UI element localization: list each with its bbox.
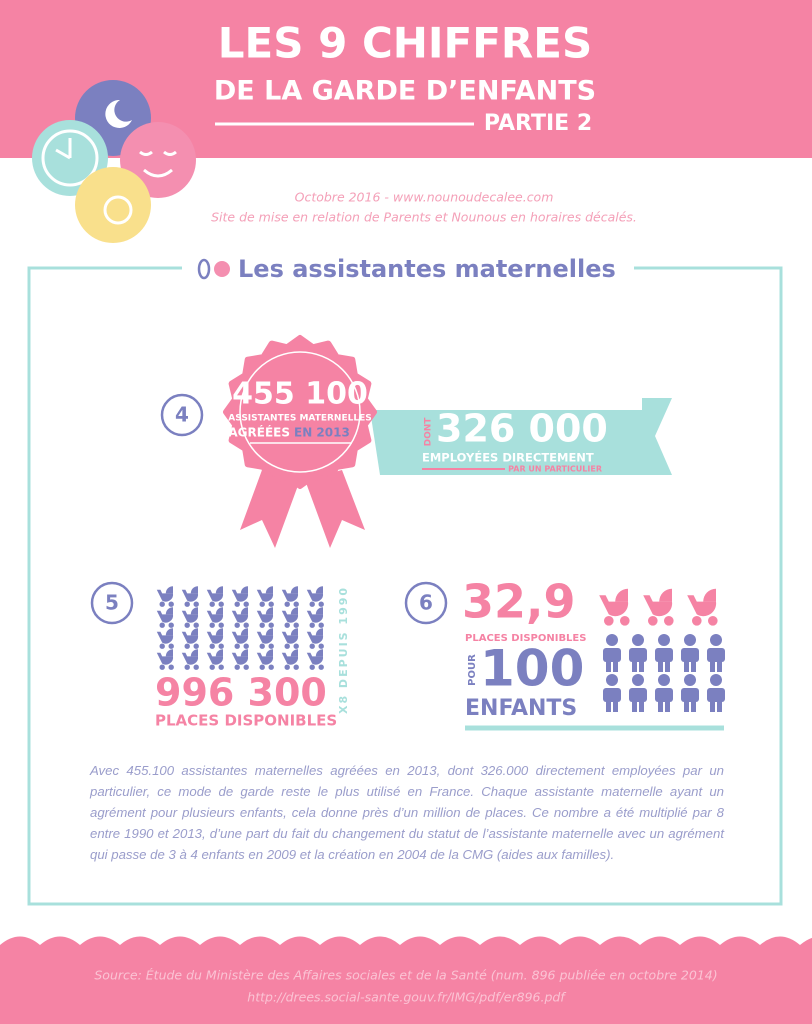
title-line2: DE LA GARDE D’ENFANTS xyxy=(214,76,596,107)
person-icon xyxy=(707,634,725,672)
person-icon xyxy=(629,674,647,712)
stroller-icon xyxy=(306,607,324,628)
ribbon-line1: EMPLOYÉES DIRECTEMENT xyxy=(422,450,594,465)
fact6-per: 100 xyxy=(480,640,584,698)
stroller-icon xyxy=(156,628,174,649)
stroller-row xyxy=(599,588,718,626)
footer-url: http://drees.social-sante.gouv.fr/IMG/pd… xyxy=(247,990,566,1005)
stroller-icon xyxy=(156,607,174,628)
rosette xyxy=(223,335,377,489)
title-part: PARTIE 2 xyxy=(484,111,592,136)
fact5-label: PLACES DISPONIBLES xyxy=(155,712,337,730)
fact4-year: EN 2013 xyxy=(294,426,350,440)
stroller-icon xyxy=(281,628,299,649)
stroller-icon xyxy=(281,649,299,670)
stroller-icon xyxy=(306,649,324,670)
stroller-icon xyxy=(306,586,324,607)
stroller-icon xyxy=(231,628,249,649)
fact4-line: ASSISTANTES MATERNELLES xyxy=(228,414,371,424)
people-grid xyxy=(603,634,725,712)
rosette-tail xyxy=(240,470,300,548)
stroller-icon xyxy=(231,607,249,628)
body-paragraph: Avec 455.100 assistantes maternelles agr… xyxy=(90,763,724,862)
stroller-icon xyxy=(206,607,224,628)
fact4-agreed: AGRÉÉES xyxy=(228,425,290,440)
fact5-side: X8 DEPUIS 1990 xyxy=(337,586,350,714)
fact6-who: ENFANTS xyxy=(465,696,577,721)
stroller-icon xyxy=(206,586,224,607)
ribbon-number: 326 000 xyxy=(436,407,608,451)
person-icon xyxy=(707,674,725,712)
stroller-icon xyxy=(156,649,174,670)
rosette-tail xyxy=(305,470,365,548)
fact5-value: 996 300 xyxy=(155,671,327,715)
fact-number-badge xyxy=(160,393,204,437)
ribbon-prefix: DONT xyxy=(424,417,434,447)
stroller-icon xyxy=(256,628,274,649)
footer-source: Source: Étude du Ministère des Affaires … xyxy=(94,968,717,983)
stroller-icon xyxy=(206,649,224,670)
stroller-grid xyxy=(156,586,324,670)
fact-number-badge xyxy=(404,581,448,625)
person-icon xyxy=(603,634,621,672)
fact4-main: 455 100 xyxy=(232,377,368,412)
fact-number: 6 xyxy=(419,591,433,615)
person-icon xyxy=(681,674,699,712)
section-title: Les assistantes maternelles xyxy=(238,255,616,283)
section-title-bg xyxy=(182,255,634,283)
person-icon xyxy=(603,674,621,712)
stroller-icon xyxy=(181,607,199,628)
stroller-icon xyxy=(281,607,299,628)
stroller-icon xyxy=(281,586,299,607)
stroller-icon xyxy=(599,588,630,626)
stroller-icon xyxy=(306,628,324,649)
fact6-prefix: POUR xyxy=(467,654,478,686)
intro-line1: Octobre 2016 - www.nounoudecalee.com xyxy=(295,190,554,205)
rosette-ring xyxy=(239,351,361,473)
stroller-icon xyxy=(256,607,274,628)
rosette-body xyxy=(223,335,377,489)
fact6-value: 32,9 xyxy=(462,575,576,629)
person-icon xyxy=(655,674,673,712)
fact-number-badge xyxy=(90,581,134,625)
stroller-icon xyxy=(643,588,674,626)
stroller-icon xyxy=(231,586,249,607)
person-icon xyxy=(629,634,647,672)
stroller-icon xyxy=(687,588,718,626)
stroller-icon xyxy=(206,628,224,649)
logo xyxy=(32,80,196,243)
stroller-icon xyxy=(231,649,249,670)
footer-band xyxy=(0,936,812,1024)
fact-number: 5 xyxy=(105,591,119,615)
person-icon xyxy=(681,634,699,672)
ribbon-line2: PAR UN PARTICULIER xyxy=(508,465,602,474)
title-line1: LES 9 CHIFFRES xyxy=(218,19,592,68)
stroller-icon xyxy=(181,586,199,607)
person-icon xyxy=(655,634,673,672)
stroller-icon xyxy=(181,649,199,670)
stroller-icon xyxy=(256,649,274,670)
stroller-icon xyxy=(181,628,199,649)
fact-number: 4 xyxy=(175,403,189,427)
fact6-label: PLACES DISPONIBLES xyxy=(465,633,586,644)
stroller-icon xyxy=(256,586,274,607)
pacifier-icon xyxy=(197,258,230,280)
ribbon xyxy=(370,398,672,475)
intro-line2: Site de mise en relation de Parents et N… xyxy=(211,210,637,225)
stroller-icon xyxy=(156,586,174,607)
